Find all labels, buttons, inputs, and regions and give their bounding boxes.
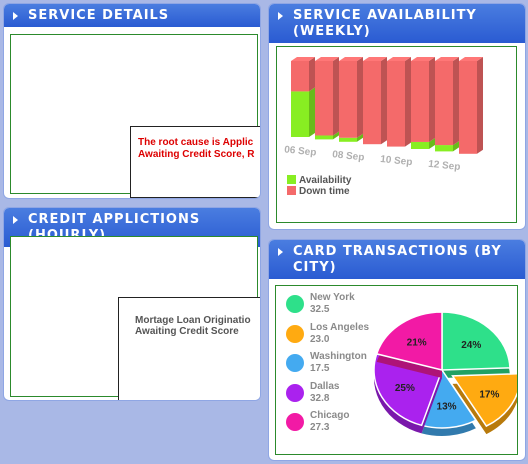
tooltip-text: Mortage Loan Originatio Awaiting Credit … xyxy=(119,298,260,337)
legend-city-name: New York xyxy=(310,292,355,303)
pie-slice-new-york: 24% xyxy=(441,311,511,378)
x-tick-label: 08 Sep xyxy=(332,149,365,163)
legend-city-name: Washington xyxy=(310,351,367,362)
bar-availability xyxy=(291,87,315,137)
pie-legend-item: Chicago 27.3 xyxy=(286,410,396,444)
panel-header[interactable]: CARD TRANSACTIONS (BY CITY) xyxy=(269,240,525,279)
panel-title: CARD TRANSACTIONS (BY CITY) xyxy=(293,244,502,275)
legend-city-name: Dallas xyxy=(310,380,340,392)
legend-dot-icon xyxy=(286,324,304,343)
tooltip-line-1: The root cause is Applic xyxy=(138,137,254,148)
legend-label: Availability xyxy=(299,175,352,186)
panel-title: SERVICE DETAILS xyxy=(28,8,170,23)
legend-dot-icon xyxy=(286,354,304,372)
legend-city-name: Los Angeles xyxy=(310,321,370,333)
credit-applications-panel: CREDIT APPLICTIONS (HOURLY) Mortage Loan… xyxy=(3,207,261,401)
service-availability-panel: SERVICE AVAILABILITY (WEEKLY) 12 Sep 10 S… xyxy=(268,3,526,230)
pie-legend-item: Washington 17.5 xyxy=(286,351,396,385)
root-cause-tooltip: The root cause is Applic Awaiting Credit… xyxy=(130,126,260,198)
pie-slice-label: 24% xyxy=(461,340,481,351)
legend-swatch xyxy=(287,186,296,195)
bar-down-time xyxy=(363,57,387,145)
bar-legend-downtime: Down time xyxy=(287,186,350,197)
legend-label: Down time xyxy=(299,186,350,197)
legend-dot-icon xyxy=(286,383,304,402)
pie-slice-label: 13% xyxy=(437,402,457,413)
loan-tooltip: Mortage Loan Originatio Awaiting Credit … xyxy=(118,297,260,400)
bar-down-time xyxy=(291,57,315,92)
expand-triangle-icon[interactable] xyxy=(278,248,283,256)
legend-city-value: 17.5 xyxy=(310,363,330,374)
pie-legend-item: Dallas 32.8 xyxy=(286,381,396,415)
bar-down-time xyxy=(459,57,483,154)
bar-down-time xyxy=(387,57,411,147)
x-tick-label: 10 Sep xyxy=(380,154,413,168)
pie-legend-item: Los Angeles 23.0 xyxy=(286,322,396,356)
bar-down-time xyxy=(435,57,459,146)
x-tick-label: 12 Sep xyxy=(428,159,461,173)
legend-swatch xyxy=(287,175,296,184)
pie-slice-label: 21% xyxy=(407,337,427,348)
pie-slice-label: 17% xyxy=(479,389,499,400)
legend-city-value: 32.8 xyxy=(310,392,330,404)
pie-slice-chicago: 21% xyxy=(375,311,443,378)
pie-legend: New York 32.5 Los Angeles 23.0 Washington 17.… xyxy=(286,292,396,452)
transactions-chart-area: New York 32.5 Los Angeles 23.0 Washington 17.… xyxy=(275,285,518,455)
pie-slice-los-angeles: 17% xyxy=(451,373,517,435)
pie-slice-label: 25% xyxy=(395,383,415,394)
bar-down-time xyxy=(411,57,435,142)
x-tick-label: 06 Sep xyxy=(284,144,317,158)
legend-dot-icon xyxy=(286,295,304,313)
tooltip-line-1: Mortage Loan Originatio xyxy=(135,315,251,326)
legend-city-value: 23.0 xyxy=(310,333,330,345)
bar-availability xyxy=(435,141,459,152)
bar-down-time xyxy=(339,57,363,138)
card-transactions-panel: CARD TRANSACTIONS (BY CITY) New York 32.5… xyxy=(268,239,526,461)
panel-title: SERVICE AVAILABILITY (WEEKLY) xyxy=(293,8,477,39)
pie-legend-item: New York 32.5 xyxy=(286,292,396,326)
legend-dot-icon xyxy=(286,413,304,431)
bar-down-time xyxy=(315,57,339,136)
tooltip-line-2: Awaiting Credit Score xyxy=(135,326,239,337)
transactions-pie-chart: 24% 17% 13% 25% 21% xyxy=(373,311,517,436)
legend-city-name: Chicago xyxy=(310,410,350,421)
service-details-panel: SERVICE DETAILS The root cause is Applic… xyxy=(3,3,261,199)
legend-city-value: 32.5 xyxy=(310,304,330,315)
tooltip-line-2: Awaiting Credit Score, R xyxy=(138,149,255,160)
expand-triangle-icon[interactable] xyxy=(13,216,18,224)
bar-availability xyxy=(411,137,435,149)
availability-bar-chart: 12 Sep 10 Sep 08 Sep 06 Sep xyxy=(284,57,483,173)
bar-availability xyxy=(315,131,339,140)
bar-availability xyxy=(339,133,363,142)
panel-header[interactable]: SERVICE DETAILS xyxy=(4,4,260,27)
bar-legend-availability: Availability xyxy=(287,175,351,186)
expand-triangle-icon[interactable] xyxy=(13,12,18,20)
panel-header[interactable]: SERVICE AVAILABILITY (WEEKLY) xyxy=(269,4,525,43)
expand-triangle-icon[interactable] xyxy=(278,12,283,20)
legend-city-value: 27.3 xyxy=(310,422,330,433)
tooltip-text: The root cause is Applic Awaiting Credit… xyxy=(131,127,260,161)
availability-chart-area: 12 Sep 10 Sep 08 Sep 06 Sep Availability Do… xyxy=(276,46,517,223)
